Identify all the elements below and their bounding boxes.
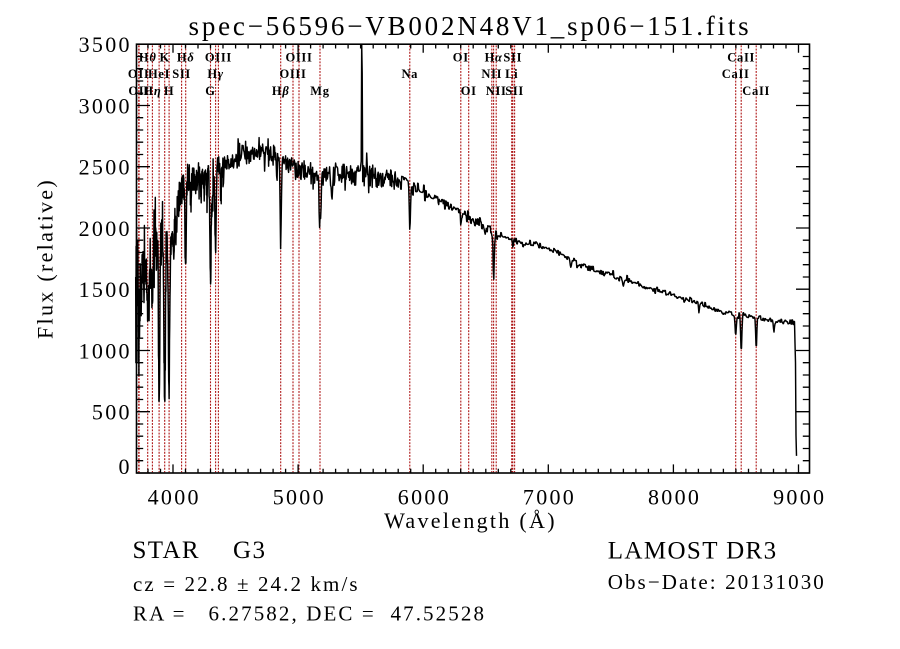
svg-text:SII: SII (503, 51, 522, 65)
svg-text:OIII: OIII (285, 51, 312, 65)
svg-text:7000: 7000 (523, 485, 576, 510)
svg-text:Hη: Hη (143, 84, 161, 98)
svg-text:G: G (205, 84, 215, 98)
svg-text:Obs−Date: 20131030: Obs−Date: 20131030 (608, 570, 826, 594)
svg-text:Mg: Mg (310, 84, 329, 98)
svg-text:Li: Li (505, 67, 518, 81)
svg-text:LAMOST DR3: LAMOST DR3 (608, 538, 778, 565)
svg-text:H: H (164, 84, 174, 98)
svg-text:CaII: CaII (722, 67, 750, 81)
svg-text:Hα: Hα (485, 51, 503, 65)
svg-text:HeI: HeI (148, 67, 170, 81)
svg-text:2000: 2000 (79, 216, 132, 241)
svg-text:1000: 1000 (79, 339, 132, 364)
svg-text:CaII: CaII (742, 84, 770, 98)
svg-text:Hβ: Hβ (272, 84, 290, 98)
svg-text:SII: SII (172, 67, 191, 81)
svg-text:9000: 9000 (773, 485, 826, 510)
svg-text:4000: 4000 (148, 485, 201, 510)
svg-text:RA = 6.27582, DEC = 47.5252: RA = 6.27582, DEC = 47.52528 (133, 602, 486, 626)
svg-text:5000: 5000 (273, 485, 326, 510)
svg-text:CaII: CaII (727, 51, 755, 65)
svg-text:Wavelength (Å): Wavelength (Å) (384, 508, 557, 533)
svg-text:SII: SII (505, 84, 524, 98)
svg-text:NII: NII (486, 84, 507, 98)
svg-text:6000: 6000 (398, 485, 451, 510)
svg-text:NII: NII (481, 67, 502, 81)
svg-text:OII: OII (128, 84, 150, 98)
svg-text:3500: 3500 (79, 32, 132, 57)
svg-text:G3: G3 (233, 537, 266, 564)
svg-text:3000: 3000 (79, 94, 132, 119)
svg-text:spec−56596−VB002N48V1_sp06−151: spec−56596−VB002N48V1_sp06−151.fits (189, 11, 752, 41)
svg-text:8000: 8000 (648, 485, 701, 510)
svg-text:0: 0 (118, 454, 131, 479)
svg-text:OIII: OIII (205, 51, 232, 65)
svg-text:500: 500 (92, 400, 132, 425)
svg-text:1500: 1500 (79, 277, 132, 302)
svg-text:OIII: OIII (279, 67, 306, 81)
svg-text:Hθ: Hθ (139, 51, 157, 65)
svg-text:Hγ: Hγ (207, 67, 223, 81)
svg-text:cz = 22.8 ± 24.2 km/s: cz = 22.8 ± 24.2 km/s (133, 572, 360, 596)
svg-text:Hδ: Hδ (177, 51, 195, 65)
svg-text:2500: 2500 (79, 155, 132, 180)
svg-text:STAR: STAR (133, 537, 201, 564)
svg-text:Flux (relative): Flux (relative) (33, 178, 58, 339)
svg-text:OI: OI (453, 51, 469, 65)
svg-text:Na: Na (401, 67, 418, 81)
svg-text:OI: OI (461, 84, 477, 98)
svg-text:OII: OII (128, 67, 150, 81)
svg-text:K: K (159, 51, 169, 65)
